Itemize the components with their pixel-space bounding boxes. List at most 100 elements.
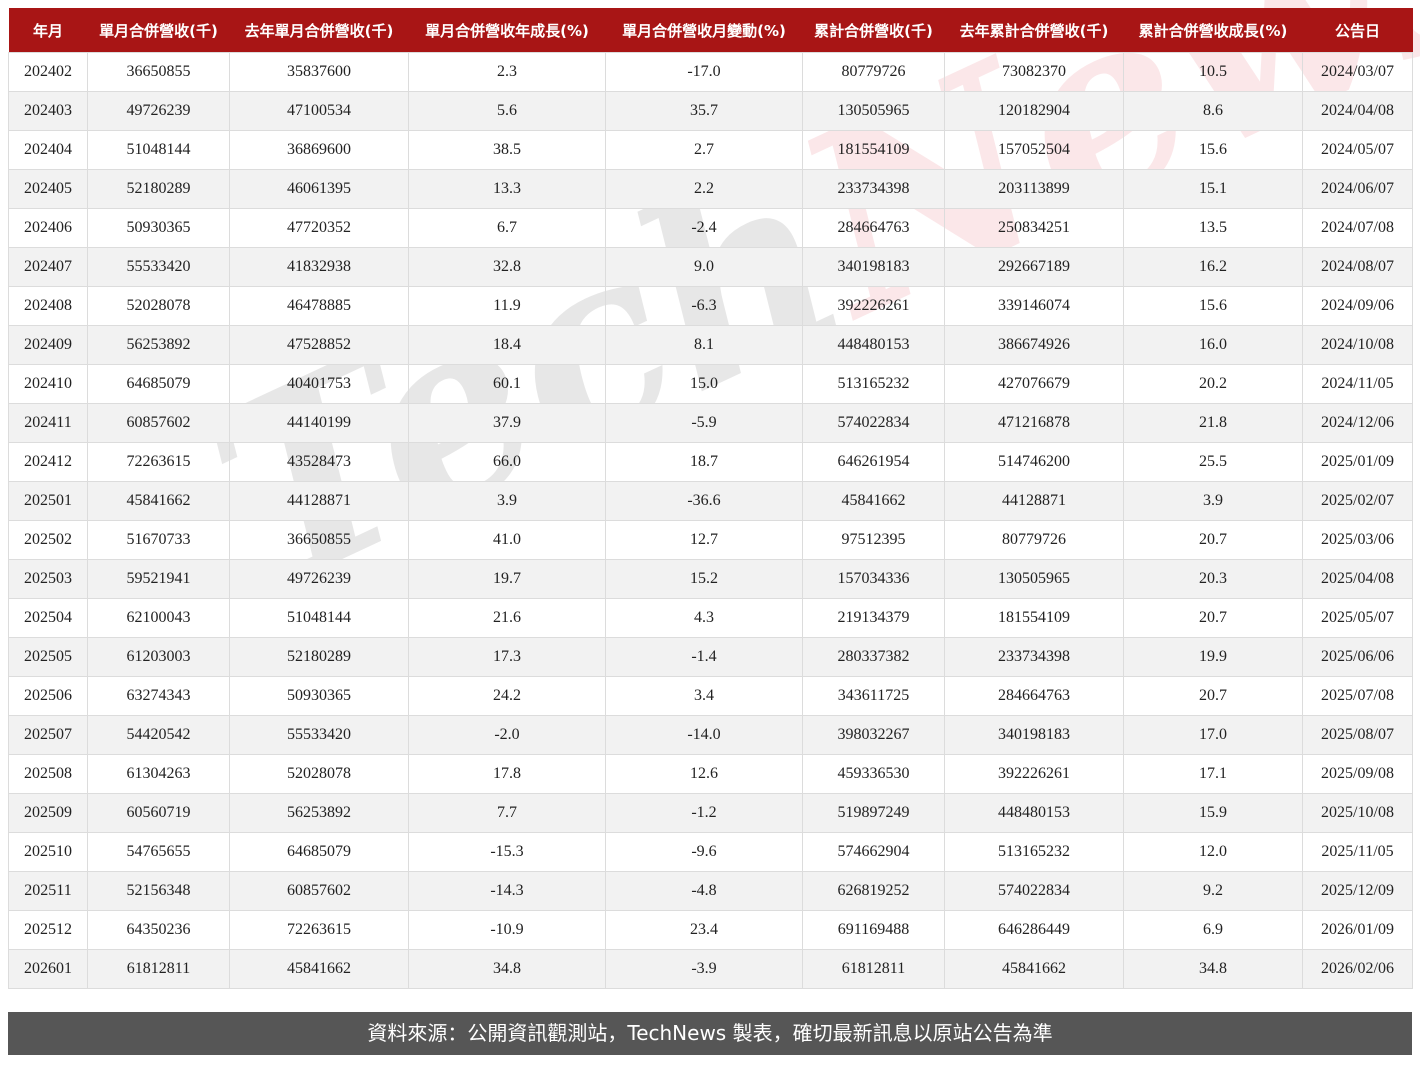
table-cell: 36650855	[229, 520, 409, 560]
table-cell: 44128871	[944, 481, 1124, 521]
table-cell: -17.0	[605, 52, 803, 92]
table-cell: 2026/02/06	[1302, 949, 1413, 989]
table-row: 202405 52180289 46061395 13.3 2.2 233734398 20…	[8, 169, 1413, 209]
table-cell: 59521941	[87, 559, 230, 599]
table-cell: 46478885	[229, 286, 409, 326]
table-cell: 21.6	[408, 598, 606, 638]
table-cell: 3.9	[408, 481, 606, 521]
table-cell: 17.3	[408, 637, 606, 677]
table-cell: 513165232	[802, 364, 945, 404]
table-cell: 6.7	[408, 208, 606, 248]
table-cell: 13.5	[1123, 208, 1303, 248]
table-cell: -10.9	[408, 910, 606, 950]
table-cell: 626819252	[802, 871, 945, 911]
table-cell: 448480153	[944, 793, 1124, 833]
table-cell: 2024/11/05	[1302, 364, 1413, 404]
table-cell: 36869600	[229, 130, 409, 170]
table-row: 202503 59521941 49726239 19.7 15.2 157034336 1…	[8, 559, 1413, 599]
table-cell: 2024/10/08	[1302, 325, 1413, 365]
table-cell: 47100534	[229, 91, 409, 131]
table-cell: 202403	[8, 91, 88, 131]
table-cell: 202502	[8, 520, 88, 560]
table-cell: 2024/05/07	[1302, 130, 1413, 170]
table-cell: 3.4	[605, 676, 803, 716]
table-cell: 52180289	[229, 637, 409, 677]
table-cell: 40401753	[229, 364, 409, 404]
table-row: 202601 61812811 45841662 34.8 -3.9 61812811 45…	[8, 949, 1413, 989]
table-cell: 66.0	[408, 442, 606, 482]
table-cell: 55533420	[229, 715, 409, 755]
table-cell: 284664763	[802, 208, 945, 248]
table-cell: 157034336	[802, 559, 945, 599]
table-cell: 202601	[8, 949, 88, 989]
table-row: 202408 52028078 46478885 11.9 -6.3 392226261 3…	[8, 286, 1413, 326]
table-row: 202511 52156348 60857602 -14.3 -4.8 626819252…	[8, 871, 1413, 911]
table-cell: 392226261	[802, 286, 945, 326]
table-cell: 15.9	[1123, 793, 1303, 833]
table-row: 202510 54765655 64685079 -15.3 -9.6 574662904…	[8, 832, 1413, 872]
table-cell: 60.1	[408, 364, 606, 404]
table-cell: 202505	[8, 637, 88, 677]
table-cell: 38.5	[408, 130, 606, 170]
table-row: 202512 64350236 72263615 -10.9 23.4 691169488…	[8, 910, 1413, 950]
table-cell: 2025/11/05	[1302, 832, 1413, 872]
table-cell: 15.6	[1123, 286, 1303, 326]
table-cell: 202509	[8, 793, 88, 833]
table-cell: 41832938	[229, 247, 409, 287]
table-row: 202412 72263615 43528473 66.0 18.7 646261954 5…	[8, 442, 1413, 482]
table-cell: 2024/09/06	[1302, 286, 1413, 326]
table-cell: 51048144	[229, 598, 409, 638]
table-row: 202508 61304263 52028078 17.8 12.6 459336530 3…	[8, 754, 1413, 794]
column-header: 單月合併營收(千)	[87, 8, 230, 53]
table-row: 202502 51670733 36650855 41.0 12.7 97512395 80…	[8, 520, 1413, 560]
column-header: 累計合併營收成長(%)	[1123, 8, 1303, 53]
table-cell: 574662904	[802, 832, 945, 872]
table-cell: 2024/03/07	[1302, 52, 1413, 92]
table-cell: 2025/01/09	[1302, 442, 1413, 482]
column-header: 年月	[8, 8, 88, 53]
table-cell: 24.2	[408, 676, 606, 716]
table-cell: 471216878	[944, 403, 1124, 443]
table-cell: 427076679	[944, 364, 1124, 404]
table-cell: 398032267	[802, 715, 945, 755]
table-cell: 157052504	[944, 130, 1124, 170]
table-cell: 8.1	[605, 325, 803, 365]
table-cell: 47720352	[229, 208, 409, 248]
table-cell: 5.6	[408, 91, 606, 131]
table-cell: 202410	[8, 364, 88, 404]
table-cell: 19.7	[408, 559, 606, 599]
table-cell: 9.2	[1123, 871, 1303, 911]
table-cell: 35837600	[229, 52, 409, 92]
table-cell: 343611725	[802, 676, 945, 716]
table-cell: 61203003	[87, 637, 230, 677]
table-cell: -15.3	[408, 832, 606, 872]
table-cell: 36650855	[87, 52, 230, 92]
table-cell: 203113899	[944, 169, 1124, 209]
table-cell: 72263615	[229, 910, 409, 950]
table-cell: 72263615	[87, 442, 230, 482]
table-row: 202406 50930365 47720352 6.7 -2.4 284664763 25…	[8, 208, 1413, 248]
table-cell: 80779726	[944, 520, 1124, 560]
table-cell: 80779726	[802, 52, 945, 92]
table-cell: 18.7	[605, 442, 803, 482]
table-cell: 21.8	[1123, 403, 1303, 443]
table-cell: 340198183	[802, 247, 945, 287]
table-cell: -1.2	[605, 793, 803, 833]
table-cell: 15.1	[1123, 169, 1303, 209]
table-cell: 32.8	[408, 247, 606, 287]
table-cell: 11.9	[408, 286, 606, 326]
table-cell: 2025/08/07	[1302, 715, 1413, 755]
table-row: 202504 62100043 51048144 21.6 4.3 219134379 18…	[8, 598, 1413, 638]
table-cell: 55533420	[87, 247, 230, 287]
table-cell: 280337382	[802, 637, 945, 677]
table-cell: -2.0	[408, 715, 606, 755]
table-cell: 386674926	[944, 325, 1124, 365]
table-row: 202506 63274343 50930365 24.2 3.4 343611725 28…	[8, 676, 1413, 716]
table-cell: -9.6	[605, 832, 803, 872]
table-cell: 250834251	[944, 208, 1124, 248]
table-cell: 202506	[8, 676, 88, 716]
table-cell: 64350236	[87, 910, 230, 950]
table-cell: 44140199	[229, 403, 409, 443]
table-cell: -14.0	[605, 715, 803, 755]
table-cell: 202510	[8, 832, 88, 872]
